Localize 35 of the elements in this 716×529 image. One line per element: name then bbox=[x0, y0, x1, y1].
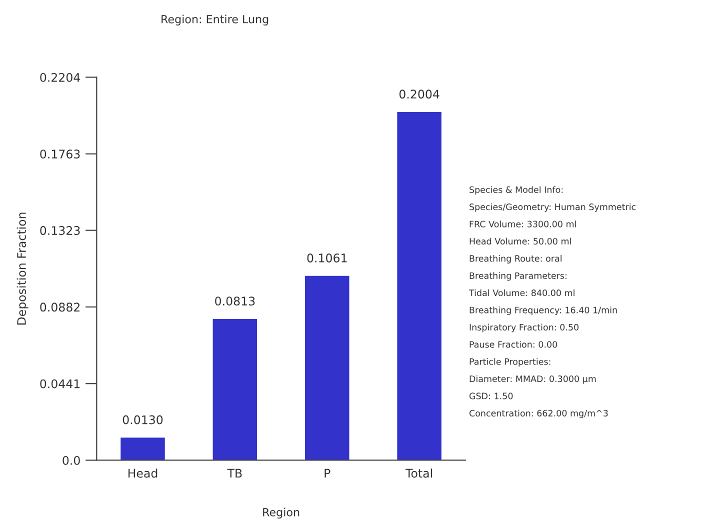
x-tick-label: P bbox=[324, 468, 330, 478]
text: Species/Geometry: Human Symmetric bbox=[470, 203, 636, 212]
text: Breathing Route: oral bbox=[470, 254, 562, 264]
text: Concentration: 662.00 mg/m^3 bbox=[469, 410, 608, 418]
y-tick-label: 0.0882 bbox=[40, 302, 80, 312]
text: Breathing Frequency: 16.40 1/min bbox=[470, 306, 617, 316]
bar bbox=[305, 276, 350, 460]
data-label: 0.0130 bbox=[122, 415, 163, 424]
text: Pause Fraction: 0.00 bbox=[470, 340, 558, 348]
text: Breathing Parameters: bbox=[470, 272, 566, 281]
chart-title: Region: Entire Lung bbox=[162, 14, 268, 26]
bar bbox=[397, 112, 442, 460]
y-axis-title: Deposition Fraction bbox=[16, 212, 28, 325]
bar bbox=[212, 318, 258, 460]
text: Head Volume: 50.00 ml bbox=[470, 238, 571, 245]
x-axis-title: Region bbox=[263, 508, 300, 519]
x-tick-label: Head bbox=[128, 468, 158, 478]
text: GSD: 1.50 bbox=[469, 392, 513, 400]
y-tick-label: 0.1323 bbox=[40, 226, 80, 235]
x-tick-label: Total bbox=[405, 468, 432, 478]
text: Tidal Volume: 840.00 ml bbox=[468, 289, 574, 296]
data-label: 0.1061 bbox=[307, 254, 347, 262]
y-tick-label: 0.2204 bbox=[40, 72, 80, 82]
y-tick-label: 0.0441 bbox=[40, 379, 80, 388]
data-label: 0.0813 bbox=[215, 296, 255, 306]
y-tick-label: 0.1763 bbox=[40, 150, 80, 159]
text: Species & Model Info: bbox=[470, 186, 563, 195]
text: Inspiratory Fraction: 0.50 bbox=[470, 324, 579, 332]
bar bbox=[120, 438, 165, 460]
data-label: 0.2004 bbox=[399, 90, 440, 99]
text: Particle Properties: bbox=[470, 358, 550, 367]
text: Diameter: MMAD: 0.3000 µm bbox=[470, 375, 596, 384]
x-tick-label: TB bbox=[227, 468, 242, 478]
y-tick-label: 0.0 bbox=[62, 456, 80, 465]
text: FRC Volume: 3300.00 ml bbox=[470, 220, 576, 228]
